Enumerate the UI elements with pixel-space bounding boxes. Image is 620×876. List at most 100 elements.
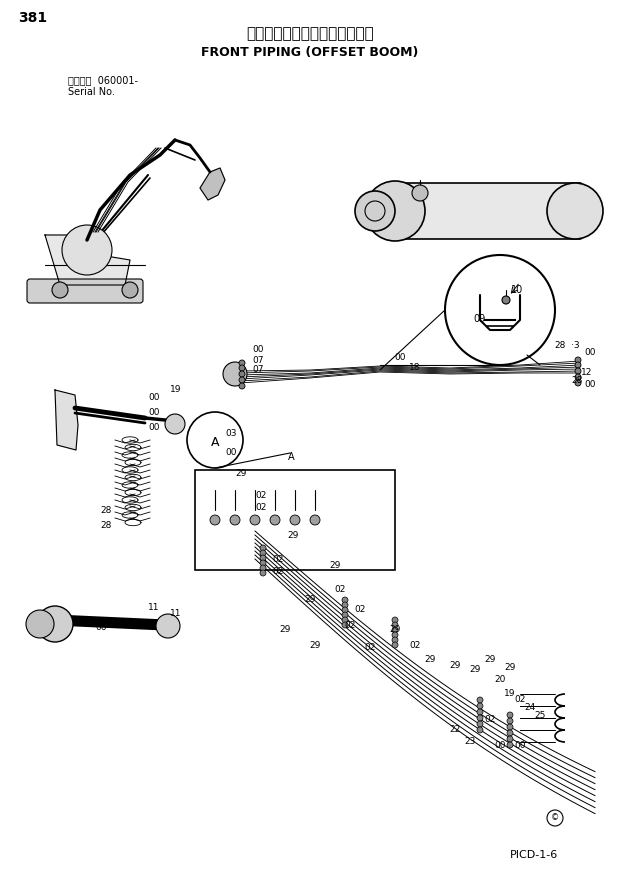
Circle shape [260,545,266,551]
Text: 18: 18 [409,363,421,372]
Circle shape [37,606,73,642]
Text: 00: 00 [252,345,264,354]
Text: 28: 28 [100,506,112,515]
Text: 02: 02 [334,585,346,595]
Text: 02: 02 [344,620,356,630]
Text: 25: 25 [534,710,546,719]
Text: 02: 02 [515,696,526,704]
Text: PICD-1-6: PICD-1-6 [510,850,558,860]
Text: 06: 06 [95,623,107,632]
Text: 29: 29 [469,666,481,675]
Text: 29: 29 [235,469,246,478]
Text: 19: 19 [170,385,182,394]
Circle shape [392,632,398,638]
Circle shape [575,374,581,380]
Circle shape [239,371,245,377]
Circle shape [575,362,581,368]
Circle shape [290,515,300,525]
Circle shape [507,724,513,730]
Text: 381: 381 [18,11,47,25]
Text: 02: 02 [255,491,267,500]
Circle shape [52,282,68,298]
Circle shape [477,697,483,703]
Circle shape [507,712,513,718]
Circle shape [239,360,245,366]
Circle shape [270,515,280,525]
Circle shape [122,282,138,298]
Circle shape [250,515,260,525]
Text: 00: 00 [584,348,596,357]
Circle shape [575,380,581,386]
Text: 29: 29 [450,661,461,669]
Text: 29: 29 [329,561,340,569]
Circle shape [355,191,395,231]
Circle shape [230,515,240,525]
Text: 29: 29 [484,655,495,665]
Text: 28: 28 [571,376,583,385]
Text: 12: 12 [582,368,593,377]
Circle shape [310,515,320,525]
Text: 19: 19 [504,689,516,697]
Circle shape [507,736,513,742]
Circle shape [507,718,513,724]
Text: 00: 00 [514,740,526,750]
Bar [195,470,395,570]
Circle shape [412,185,428,201]
Polygon shape [45,235,130,285]
Circle shape [342,602,348,608]
Circle shape [260,560,266,566]
Circle shape [260,565,266,571]
FancyBboxPatch shape [388,183,582,239]
Text: 00: 00 [584,380,596,389]
Text: 11: 11 [170,609,182,618]
Text: A: A [211,436,219,449]
Circle shape [365,181,425,241]
Circle shape [502,296,510,304]
Text: 24: 24 [525,703,536,712]
Text: 02: 02 [272,568,284,576]
Text: 02: 02 [409,640,421,649]
Circle shape [239,383,245,389]
Circle shape [392,617,398,623]
Circle shape [477,721,483,727]
Circle shape [260,555,266,561]
Text: 22: 22 [450,725,461,734]
Circle shape [392,627,398,633]
Circle shape [342,617,348,623]
Circle shape [342,607,348,613]
Circle shape [547,183,603,239]
Circle shape [223,362,247,386]
Polygon shape [200,168,225,200]
Text: 29: 29 [280,625,291,634]
Text: 11: 11 [148,603,159,612]
Text: FRONT PIPING (OFFSET BOOM): FRONT PIPING (OFFSET BOOM) [202,46,418,59]
Text: 28: 28 [554,341,565,350]
Circle shape [507,730,513,736]
Text: 28: 28 [100,521,112,530]
Text: 29: 29 [389,625,401,634]
Text: 29: 29 [424,655,436,665]
Text: ·3: ·3 [570,341,579,350]
Circle shape [392,642,398,648]
Circle shape [477,727,483,733]
Circle shape [342,612,348,618]
Text: 23: 23 [464,738,476,746]
FancyBboxPatch shape [27,279,143,303]
Text: 29: 29 [287,531,299,540]
Circle shape [477,709,483,715]
Text: 29: 29 [309,640,321,649]
Circle shape [210,515,220,525]
Circle shape [260,550,266,556]
Text: 07: 07 [252,356,264,365]
Circle shape [575,368,581,374]
Text: 07: 07 [252,365,264,374]
Text: 20: 20 [494,675,506,684]
Circle shape [260,570,266,576]
Text: 00: 00 [148,408,159,417]
Text: 00: 00 [494,740,506,750]
Text: 00: 00 [148,393,159,402]
Circle shape [239,377,245,383]
Text: 29: 29 [504,663,516,673]
Circle shape [392,637,398,643]
Text: A: A [288,452,294,462]
